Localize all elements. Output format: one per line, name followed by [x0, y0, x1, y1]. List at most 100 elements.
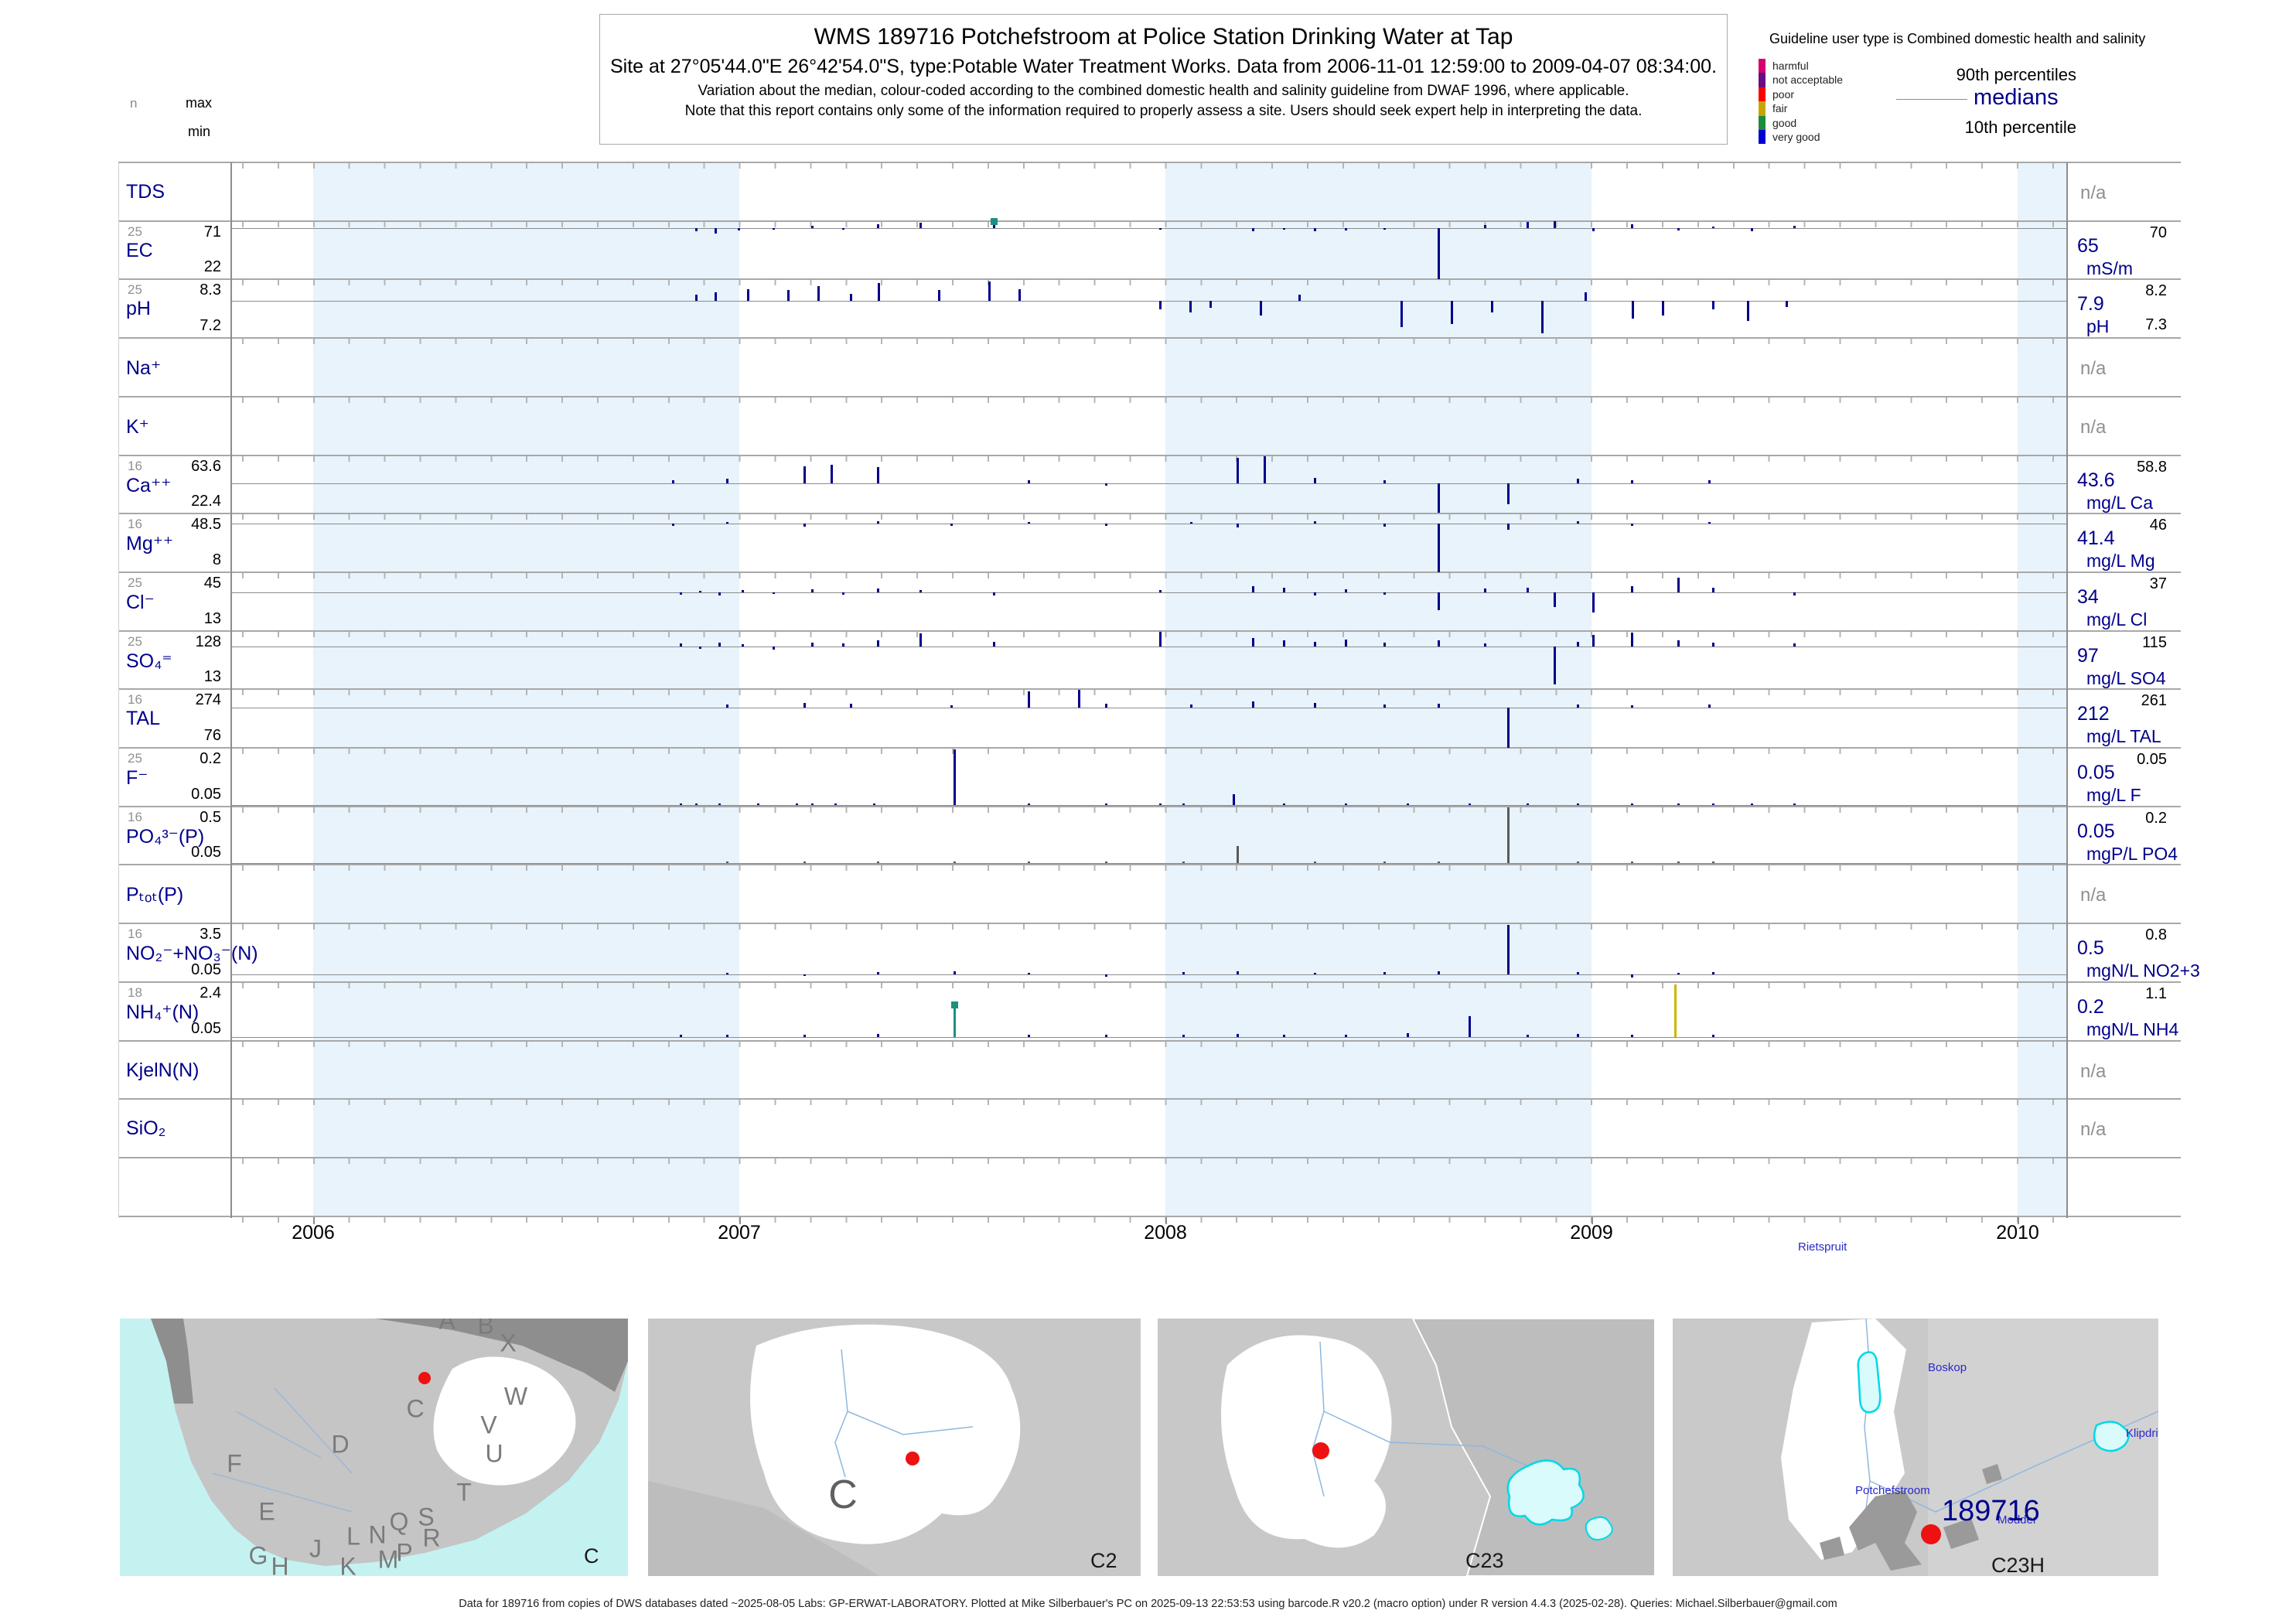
median-line [230, 974, 2066, 975]
map-panel-label-c23h: C23H [1991, 1554, 2045, 1576]
month-ticks [230, 280, 2066, 286]
median-line [230, 863, 2066, 865]
sample-mark [726, 1034, 728, 1037]
month-ticks [230, 339, 2066, 345]
sample-mark [1507, 524, 1510, 530]
row-n: 25 [128, 223, 142, 239]
median-line [230, 300, 2066, 302]
row-separator [118, 513, 2181, 515]
sample-mark [1345, 639, 1347, 647]
row-unit: pH [2086, 316, 2110, 337]
sample-mark [811, 642, 814, 647]
guideline-color-poor [1759, 87, 1765, 102]
sample-mark [1632, 300, 1634, 319]
sample-mark [680, 592, 682, 595]
row-median: 212 [2077, 703, 2110, 725]
sample-mark [877, 971, 879, 974]
row-max: 0.5 [200, 808, 221, 826]
map-region-letter-M: M [377, 1545, 399, 1574]
sample-mark [1237, 1033, 1239, 1037]
sample-mark [773, 592, 775, 595]
row-separator [118, 1098, 2181, 1100]
sample-mark [803, 861, 806, 864]
map-region-letter-E: E [258, 1497, 275, 1526]
sample-mark [1631, 803, 1633, 805]
sample-mark [950, 524, 953, 526]
month-ticks [230, 924, 2066, 930]
sample-mark [680, 803, 682, 805]
year-label-2006: 2006 [292, 1222, 335, 1244]
row-stat-na: n/a [2080, 885, 2107, 906]
row-separator [118, 805, 2181, 807]
sample-mark [1383, 971, 1386, 974]
sample-mark [1314, 861, 1316, 864]
sample-mark [1383, 861, 1386, 864]
sample-mark [954, 749, 956, 805]
sample-mark [718, 592, 721, 595]
row-label-8: SO₄⁼ [126, 650, 172, 672]
row-separator [118, 1039, 2181, 1042]
row-min: 22.4 [191, 493, 221, 510]
sample-mark [1252, 227, 1254, 231]
median-line-sample [1896, 99, 1967, 100]
sample-mark [950, 705, 953, 708]
sample-mark [954, 1005, 956, 1037]
sample-mark [850, 704, 852, 708]
row-p90: 70 [2149, 223, 2167, 241]
sample-mark [811, 589, 814, 592]
sample-mark [715, 292, 717, 301]
footer-provenance: Data for 189716 from copies of DWS datab… [459, 1598, 1837, 1610]
sample-mark [1237, 971, 1239, 974]
sample-mark [1631, 1034, 1633, 1037]
map-region-letter-H: H [271, 1552, 289, 1577]
month-ticks [230, 455, 2066, 462]
sample-mark [1674, 984, 1677, 1037]
sample-mark [873, 803, 875, 805]
map-place-potchefstroom: Potchefstroom [1855, 1484, 1930, 1497]
sample-mark [1407, 803, 1409, 805]
row-label-12: Pₜₒₜ(P) [126, 884, 184, 906]
chart-left-edge [118, 162, 119, 1218]
median-line [230, 804, 2066, 806]
map-panel-label-c: C [584, 1544, 599, 1568]
sample-mark [1383, 227, 1386, 230]
year-tick [2018, 1217, 2019, 1224]
sample-mark [1189, 300, 1192, 313]
sample-mark [1314, 477, 1316, 484]
row-max: 128 [195, 633, 221, 650]
row-n: 25 [128, 282, 142, 298]
sample-mark [1400, 300, 1403, 328]
sample-mark [919, 589, 922, 592]
sample-mark [1314, 227, 1316, 232]
row-n: 16 [128, 809, 142, 824]
row-n: 16 [128, 517, 142, 532]
site-subtitle: Site at 27°05'44.0"E 26°42'54.0"S, type:… [609, 56, 1718, 77]
sample-mark [1383, 705, 1386, 708]
guideline-label-poor: poor [1772, 87, 1795, 101]
sample-mark [1577, 971, 1579, 974]
sample-mark-cap [951, 1001, 958, 1009]
row-median: 7.9 [2077, 293, 2104, 316]
month-ticks [230, 1158, 2066, 1164]
sample-mark [1677, 640, 1680, 647]
sample-mark [1507, 707, 1510, 748]
sample-mark [1105, 803, 1107, 805]
sample-mark [699, 647, 701, 650]
row-min: 0.05 [191, 785, 221, 803]
map-panel-label-c23: C23 [1465, 1549, 1504, 1572]
map-region-c2-graphic [1158, 1319, 1655, 1576]
sample-mark [1438, 861, 1440, 864]
legend-max: max [186, 95, 213, 111]
sample-mark [1631, 974, 1633, 977]
sample-mark [1662, 300, 1664, 316]
sample-mark [1484, 589, 1486, 592]
row-n: 16 [128, 458, 142, 473]
sample-mark [919, 633, 922, 647]
row-separator [118, 923, 2181, 925]
row-unit: mS/m [2086, 258, 2134, 278]
sample-mark [1751, 803, 1753, 805]
sample-mark [1190, 705, 1192, 708]
method-note: Variation about the median, colour-coded… [698, 83, 1629, 99]
row-n: 16 [128, 926, 142, 942]
guideline-label-good: good [1772, 116, 1797, 129]
